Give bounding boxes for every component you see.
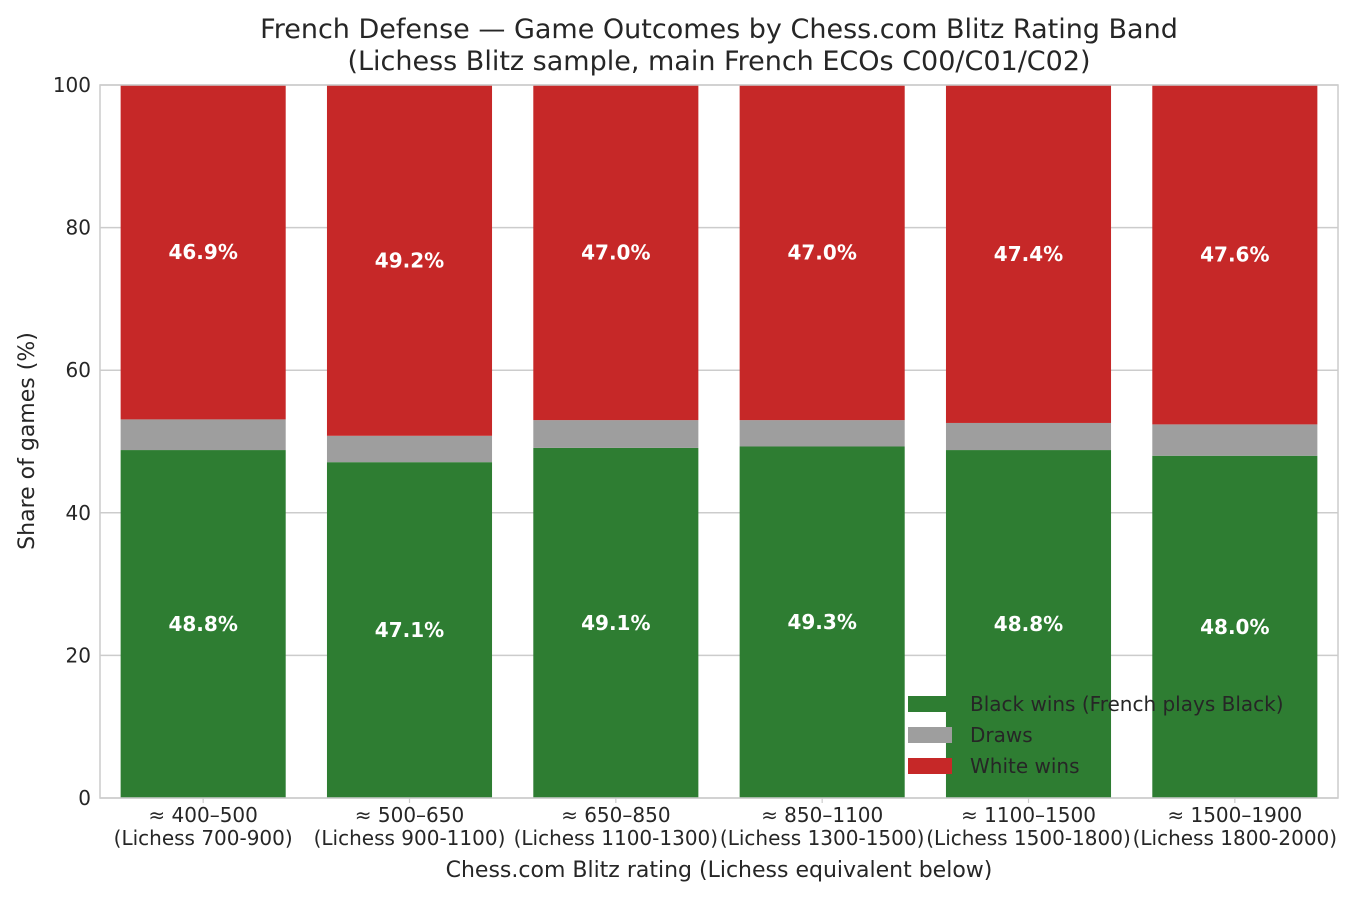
bar-value-label: 47.1% [375, 618, 444, 642]
bar-segment-black-wins-french-plays-black [1152, 455, 1318, 798]
x-tick-label-rating: ≈ 500–650 [355, 803, 464, 827]
y-tick-label: 100 [53, 73, 91, 97]
legend-swatch [908, 758, 952, 774]
x-tick-label-rating: ≈ 1500–1900 [1167, 803, 1302, 827]
x-tick-label-lichess: (Lichess 1500-1800) [926, 826, 1131, 850]
x-tick-label-lichess: (Lichess 700-900) [114, 826, 293, 850]
legend-entry-label: Black wins (French plays Black) [970, 692, 1284, 716]
bar-segment-white-wins [1152, 85, 1318, 425]
bar-value-label: 47.4% [994, 242, 1063, 266]
bar-value-label: 49.1% [581, 611, 650, 635]
bars [120, 85, 1318, 798]
chart-title: French Defense — Game Outcomes by Chess.… [260, 14, 1178, 45]
bar-segment-black-wins-french-plays-black [533, 447, 699, 798]
bar-segment-draws [1152, 424, 1318, 456]
bar-segment-black-wins-french-plays-black [739, 446, 905, 798]
bar-segment-draws [945, 422, 1112, 451]
bar-segment-white-wins [533, 85, 699, 421]
bar-value-labels: 48.8% 46.9% 47.1% 49.2% 49.1% 47.0% 49.3% 47.0%… [168, 240, 1269, 642]
bar-value-label: 47.0% [787, 241, 856, 265]
x-tick-label-lichess: (Lichess 1300-1500) [720, 826, 925, 850]
x-tick-labels: ≈ 400–500(Lichess 700-900)≈ 500–650(Lich… [114, 798, 1337, 850]
bar-segment-white-wins [120, 85, 286, 420]
bar-segment-black-wins-french-plays-black [120, 450, 286, 798]
x-tick-label-rating: ≈ 400–500 [148, 803, 257, 827]
bar-segment-draws [533, 420, 699, 448]
legend-entry-label: Draws [970, 723, 1033, 747]
legend-swatch [908, 696, 952, 712]
y-tick-label: 20 [66, 643, 91, 667]
bar-segment-black-wins-french-plays-black [945, 450, 1112, 798]
x-tick-label-lichess: (Lichess 1100-1300) [514, 826, 719, 850]
bar-segment-white-wins [326, 85, 493, 436]
y-tick-label: 0 [78, 786, 91, 810]
y-tick-label: 80 [66, 216, 91, 240]
bar-value-label: 48.0% [1200, 615, 1269, 639]
x-tick-label-lichess: (Lichess 1800-2000) [1133, 826, 1338, 850]
y-tick-label: 40 [66, 501, 91, 525]
bar-segment-draws [326, 435, 493, 463]
bar-value-label: 48.8% [994, 612, 1063, 636]
legend: Black wins (French plays Black) Draws Whit… [908, 692, 1284, 778]
bar-segment-black-wins-french-plays-black [326, 462, 493, 798]
legend-entry-label: White wins [970, 754, 1080, 778]
x-tick-label-rating: ≈ 1100–1500 [961, 803, 1096, 827]
bar-segment-white-wins [739, 85, 905, 421]
y-axis-label: Share of games (%) [15, 332, 40, 550]
x-tick-label-lichess: (Lichess 900-1100) [314, 826, 506, 850]
chart-subtitle: (Lichess Blitz sample, main French ECOs … [347, 46, 1090, 77]
bar-value-label: 49.3% [787, 610, 856, 634]
x-axis-label: Chess.com Blitz rating (Lichess equivale… [446, 858, 993, 883]
bar-value-label: 47.0% [581, 241, 650, 265]
y-tick-labels: 0 20 40 60 80 100 [53, 73, 91, 810]
x-tick-label-rating: ≈ 650–850 [561, 803, 670, 827]
bar-segment-white-wins [945, 85, 1112, 423]
plot-frame [99, 84, 1339, 799]
bar-value-label: 47.6% [1200, 243, 1269, 267]
bar-segment-draws [120, 419, 286, 451]
legend-swatch [908, 727, 952, 743]
bar-segment-draws [739, 420, 905, 447]
bar-value-label: 46.9% [168, 240, 237, 264]
y-tick-label: 60 [66, 358, 91, 382]
bar-value-label: 48.8% [168, 612, 237, 636]
x-tick-label-rating: ≈ 850–1100 [761, 803, 883, 827]
bar-value-label: 49.2% [375, 248, 444, 272]
